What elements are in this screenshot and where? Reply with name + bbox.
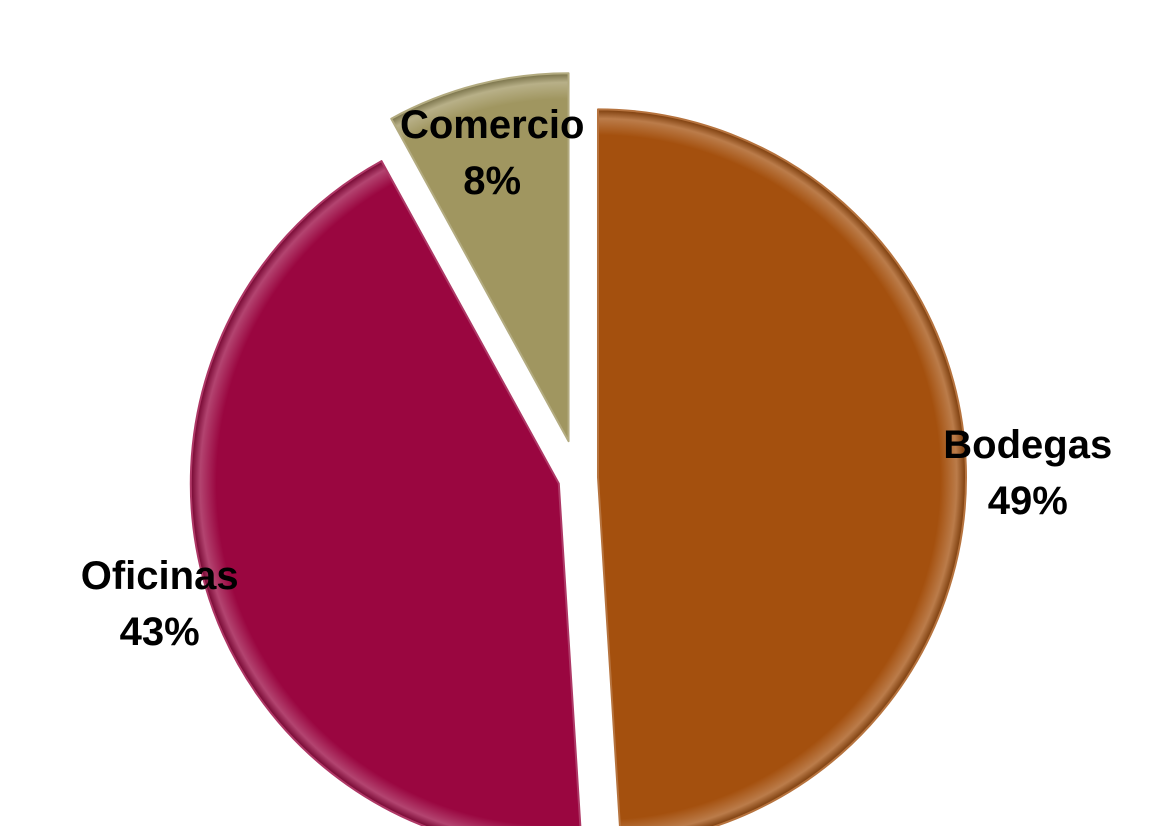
pie-labels: Bodegas 49% Oficinas 43% Comercio 8% xyxy=(81,103,1112,654)
slice-label-name-oficinas: Oficinas xyxy=(81,554,239,598)
pie-slices xyxy=(189,72,967,831)
slice-label-percent-comercio: 8% xyxy=(463,159,521,203)
slice-label-name-comercio: Comercio xyxy=(400,103,585,147)
slice-label-percent-bodegas: 49% xyxy=(988,479,1068,523)
slice-label-name-bodegas: Bodegas xyxy=(943,423,1112,467)
pie-slice-oficinas xyxy=(189,160,582,831)
pie-slice-bodegas xyxy=(596,108,967,831)
slice-label-percent-oficinas: 43% xyxy=(120,610,200,654)
pie-slice-comercio xyxy=(390,72,570,443)
